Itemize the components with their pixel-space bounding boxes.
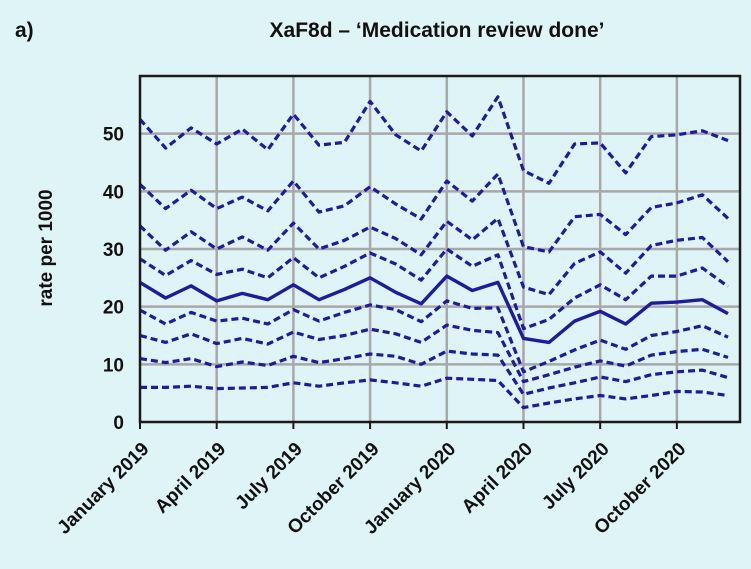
series-line-median-4 <box>139 274 729 345</box>
series-layer <box>138 95 730 410</box>
y-tick-label: 30 <box>103 240 124 261</box>
y-tick-label: 0 <box>113 413 124 434</box>
chart-title: XaF8d – ‘Medication review done’ <box>270 19 605 42</box>
x-tick-label: July 2019 <box>232 439 307 514</box>
x-tick-label: April 2019 <box>151 439 230 518</box>
y-tick-label: 20 <box>103 298 124 319</box>
series-line-3 <box>139 299 729 374</box>
series-line-8 <box>138 95 729 185</box>
series-line-2 <box>139 323 729 384</box>
y-axis-label: rate per 1000 <box>36 189 57 306</box>
panel-label: a) <box>15 19 34 42</box>
x-tick-label: July 2020 <box>538 439 613 514</box>
series-line-6 <box>138 216 730 297</box>
y-tick-labels: 0 10 20 30 40 50 <box>103 125 124 434</box>
series-line-7 <box>138 172 730 254</box>
series-line-5 <box>139 247 729 331</box>
y-tick-label: 40 <box>103 182 124 203</box>
y-tick-label: 10 <box>103 355 124 376</box>
x-tick-label: April 2020 <box>458 439 537 518</box>
series-line-1 <box>139 349 729 396</box>
series-line-0 <box>140 376 729 410</box>
x-tick-label: January 2019 <box>54 439 154 539</box>
y-tick-label: 50 <box>103 125 124 146</box>
grid <box>140 76 740 422</box>
plot-frame <box>138 74 742 424</box>
